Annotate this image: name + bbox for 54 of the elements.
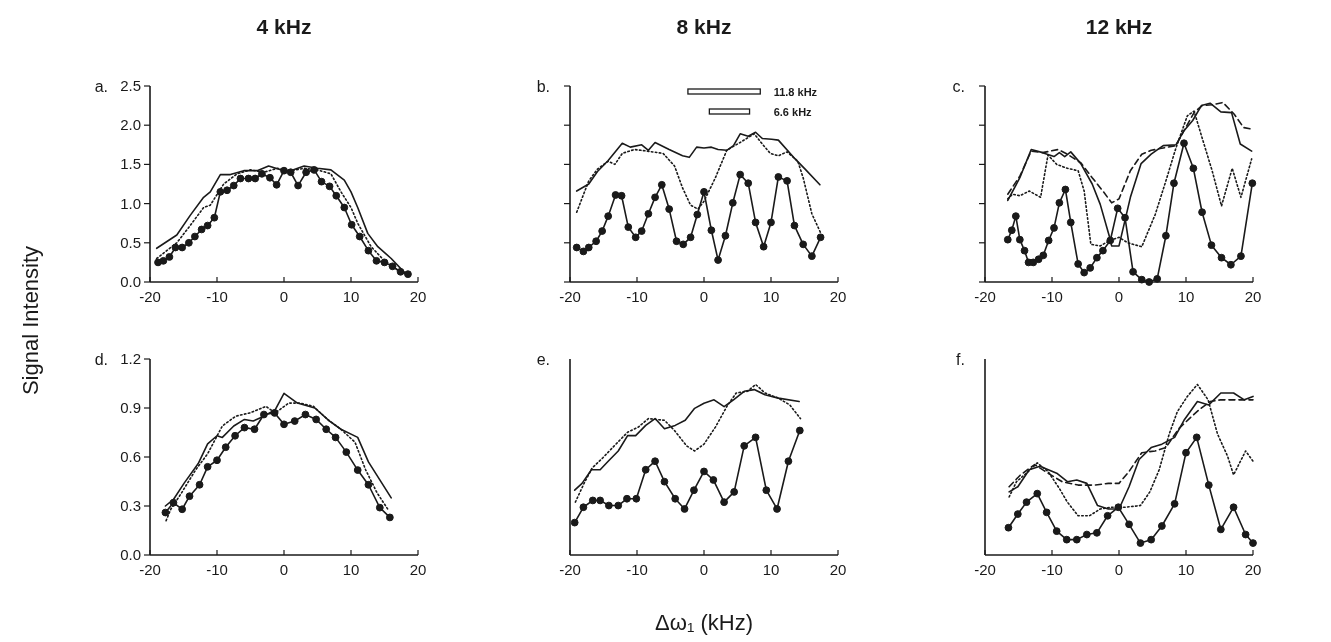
annotation: 6.6 kHz (773, 106, 813, 118)
y-tick-label: 0.0 (120, 546, 141, 563)
x-tick-label: 10 (342, 561, 360, 578)
chart-title: 4 kHz (256, 15, 312, 38)
x-tick-label: -20 (559, 561, 581, 578)
text: a. (94, 78, 108, 95)
x-tick-label: -20 (139, 288, 161, 305)
y-tick-label: 2.0 (120, 116, 141, 134)
y-tick-label: 0.9 (120, 399, 141, 416)
x-tick-label: 0 (699, 288, 709, 305)
x-tick-label: -20 (559, 288, 581, 305)
y-tick-label: 0.6 (120, 448, 141, 465)
x-tick-label: -10 (1041, 288, 1063, 305)
x-tick-label: -10 (626, 288, 648, 305)
x-tick-label: -10 (1041, 561, 1063, 578)
x-axis-title: Δω₁ (kHz) (655, 610, 753, 635)
x-tick-label: 0 (1114, 288, 1124, 305)
x-tick-label: 0 (279, 561, 289, 578)
x-tick-label: 10 (762, 288, 780, 305)
x-tick-label: 10 (342, 288, 360, 305)
x-tick-label: -20 (974, 561, 996, 578)
x-tick-label: 20 (829, 561, 847, 578)
x-tick-label: 20 (1244, 561, 1262, 578)
y-tick-label: 0.0 (120, 273, 141, 290)
x-tick-label: 0 (279, 288, 289, 305)
x-tick-label: 10 (1177, 288, 1195, 305)
x-tick-label: 0 (1114, 561, 1124, 578)
y-axis-title: Signal Intensity (18, 245, 43, 396)
text: f. (956, 351, 965, 368)
y-tick-label: 0.5 (120, 233, 141, 251)
x-tick-label: -20 (974, 288, 996, 305)
y-tick-label: 0.3 (120, 497, 141, 514)
chart-title: 8 kHz (676, 15, 732, 38)
x-tick-label: -10 (206, 288, 228, 305)
x-tick-label: -10 (206, 561, 228, 578)
y-tick-label: 1.5 (120, 155, 141, 173)
x-tick-label: 20 (1244, 288, 1262, 305)
text: e. (536, 351, 550, 368)
y-tick-label: 1.0 (120, 194, 141, 212)
chart-title: 12 kHz (1085, 15, 1153, 38)
x-tick-label: 0 (699, 561, 709, 578)
x-tick-label: -20 (139, 561, 161, 578)
y-tick-label: 2.5 (120, 77, 141, 94)
x-tick-label: 20 (409, 561, 427, 578)
annotation: 11.8 kHz (773, 86, 818, 98)
x-tick-label: 10 (1177, 561, 1195, 578)
x-tick-label: -10 (626, 561, 648, 578)
x-tick-label: 10 (762, 561, 780, 578)
x-tick-label: 20 (409, 288, 427, 305)
text: c. (952, 78, 965, 95)
text: d. (94, 351, 108, 368)
x-tick-label: 20 (829, 288, 847, 305)
text: b. (536, 78, 550, 95)
y-tick-label: 1.2 (120, 350, 141, 367)
